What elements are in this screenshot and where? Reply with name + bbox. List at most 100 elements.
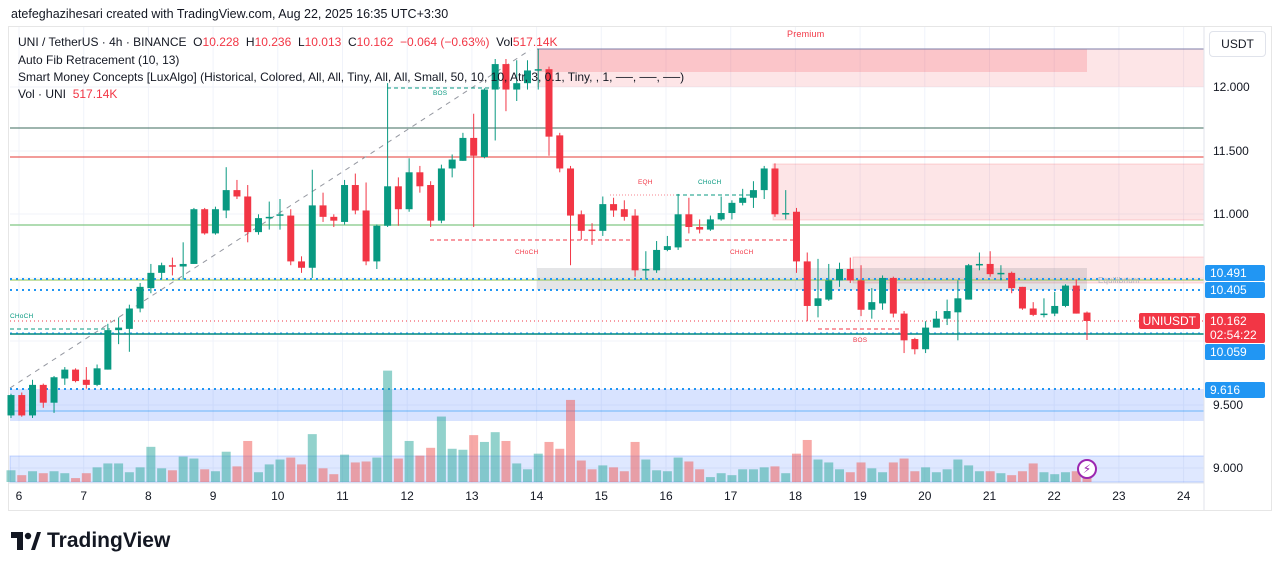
volume-bar: [49, 471, 59, 482]
time-tick: 9: [209, 489, 217, 503]
current-price: 10.162: [1210, 314, 1247, 328]
candle-down: [803, 252, 811, 322]
choch-label-red-1: CHoCH: [515, 249, 539, 256]
volume-bar: [555, 448, 565, 482]
candle-down: [394, 177, 402, 226]
candle-body: [244, 196, 252, 233]
candle-up: [190, 207, 198, 264]
time-tick: 21: [982, 489, 997, 503]
currency-button[interactable]: USDT: [1209, 31, 1266, 57]
volume-bar: [630, 441, 640, 482]
legend-change: −0.064 (−0.63%): [400, 35, 490, 49]
price-tick: 11.000: [1213, 207, 1249, 221]
candle-up: [943, 299, 951, 326]
volume-bar: [641, 459, 651, 482]
candle-down: [427, 181, 435, 228]
volume-bar: [1007, 475, 1017, 482]
candle-down: [330, 214, 338, 228]
volume-bar: [942, 469, 952, 482]
volume-bar: [974, 471, 984, 482]
volume-bar: [845, 472, 855, 482]
candle-body: [50, 377, 58, 403]
eqh-label: EQH: [638, 179, 653, 186]
volume-bar: [835, 469, 845, 482]
volume-bar: [910, 471, 920, 482]
volume-bar: [727, 475, 737, 482]
lightning-icon[interactable]: ⚡: [1077, 459, 1097, 479]
candle-body: [61, 369, 69, 379]
volume-bar: [813, 459, 823, 482]
premium-zone: [537, 49, 1204, 87]
volume-bar: [609, 467, 619, 482]
price-tick: 11.500: [1213, 144, 1249, 158]
indicator-volume[interactable]: Vol · UNI 517.14K: [18, 87, 117, 101]
candle-body: [1083, 312, 1091, 321]
tradingview-logo[interactable]: TradingView: [11, 529, 170, 553]
candle-up: [513, 60, 521, 102]
candle-body: [319, 205, 327, 217]
candle-down: [620, 200, 628, 221]
volume-bar: [1017, 471, 1027, 482]
volume-bar: [888, 462, 898, 482]
candle-up: [523, 60, 531, 90]
legend-low-label: L: [297, 35, 305, 49]
volume-bar: [92, 467, 102, 482]
candle-down: [416, 165, 424, 193]
indicator-smc[interactable]: Smart Money Concepts [LuxAlgo] (Historic…: [18, 70, 685, 84]
candle-body: [190, 209, 198, 264]
candle-body: [104, 330, 112, 370]
price-badge-9616: 9.616: [1205, 382, 1265, 398]
candle-down: [846, 257, 854, 284]
chart-frame[interactable]: [8, 26, 1272, 511]
candle-body: [642, 269, 650, 271]
candle-up: [61, 367, 69, 385]
volume-bar: [135, 467, 145, 482]
candle-up: [29, 379, 37, 418]
candle-body: [1029, 308, 1037, 315]
price-badge-10491: 10.491: [1205, 265, 1265, 281]
volume-bar: [124, 472, 134, 482]
candle-body: [556, 135, 564, 169]
volume-bar: [791, 453, 801, 482]
candle-down: [201, 207, 209, 235]
volume-bar: [6, 470, 16, 482]
volume-bar: [705, 477, 715, 482]
candle-down: [1072, 279, 1080, 314]
candle-up: [653, 241, 661, 273]
volume-bar: [415, 455, 425, 482]
candle-down: [771, 163, 779, 217]
legend-vol-label: Vol: [496, 35, 513, 49]
volume-bar: [673, 457, 683, 482]
candle-down: [362, 182, 370, 266]
candle-up: [965, 263, 973, 300]
candle-body: [965, 265, 973, 300]
volume-bar: [964, 465, 974, 482]
tradingview-logo-icon: [11, 532, 41, 550]
candle-body: [179, 263, 187, 267]
volume-bar: [587, 469, 597, 482]
volume-bar: [372, 457, 382, 482]
time-tick: 18: [788, 489, 803, 503]
candle-body: [975, 263, 983, 266]
indicator-fib[interactable]: Auto Fib Retracement (10, 13): [18, 53, 180, 67]
candle-body: [158, 265, 166, 273]
candle-up: [147, 263, 155, 294]
candle-up: [534, 48, 542, 90]
candle-down: [82, 367, 90, 389]
time-tick: 12: [400, 489, 414, 503]
candle-body: [728, 202, 736, 214]
candle-down: [577, 210, 585, 240]
candle-up: [448, 154, 456, 178]
volume-bar: [307, 434, 317, 482]
candle-body: [696, 227, 704, 230]
candles: [7, 48, 1091, 418]
candle-up: [459, 132, 467, 161]
volume-bar: [318, 468, 328, 482]
volume-bar: [770, 466, 780, 482]
legend-symbol[interactable]: UNI / TetherUS · 4h · BINANCE: [18, 35, 187, 49]
candle-down: [18, 392, 26, 417]
volume-bar: [393, 458, 403, 482]
time-tick: 7: [80, 489, 88, 503]
candle-up: [1040, 298, 1048, 318]
